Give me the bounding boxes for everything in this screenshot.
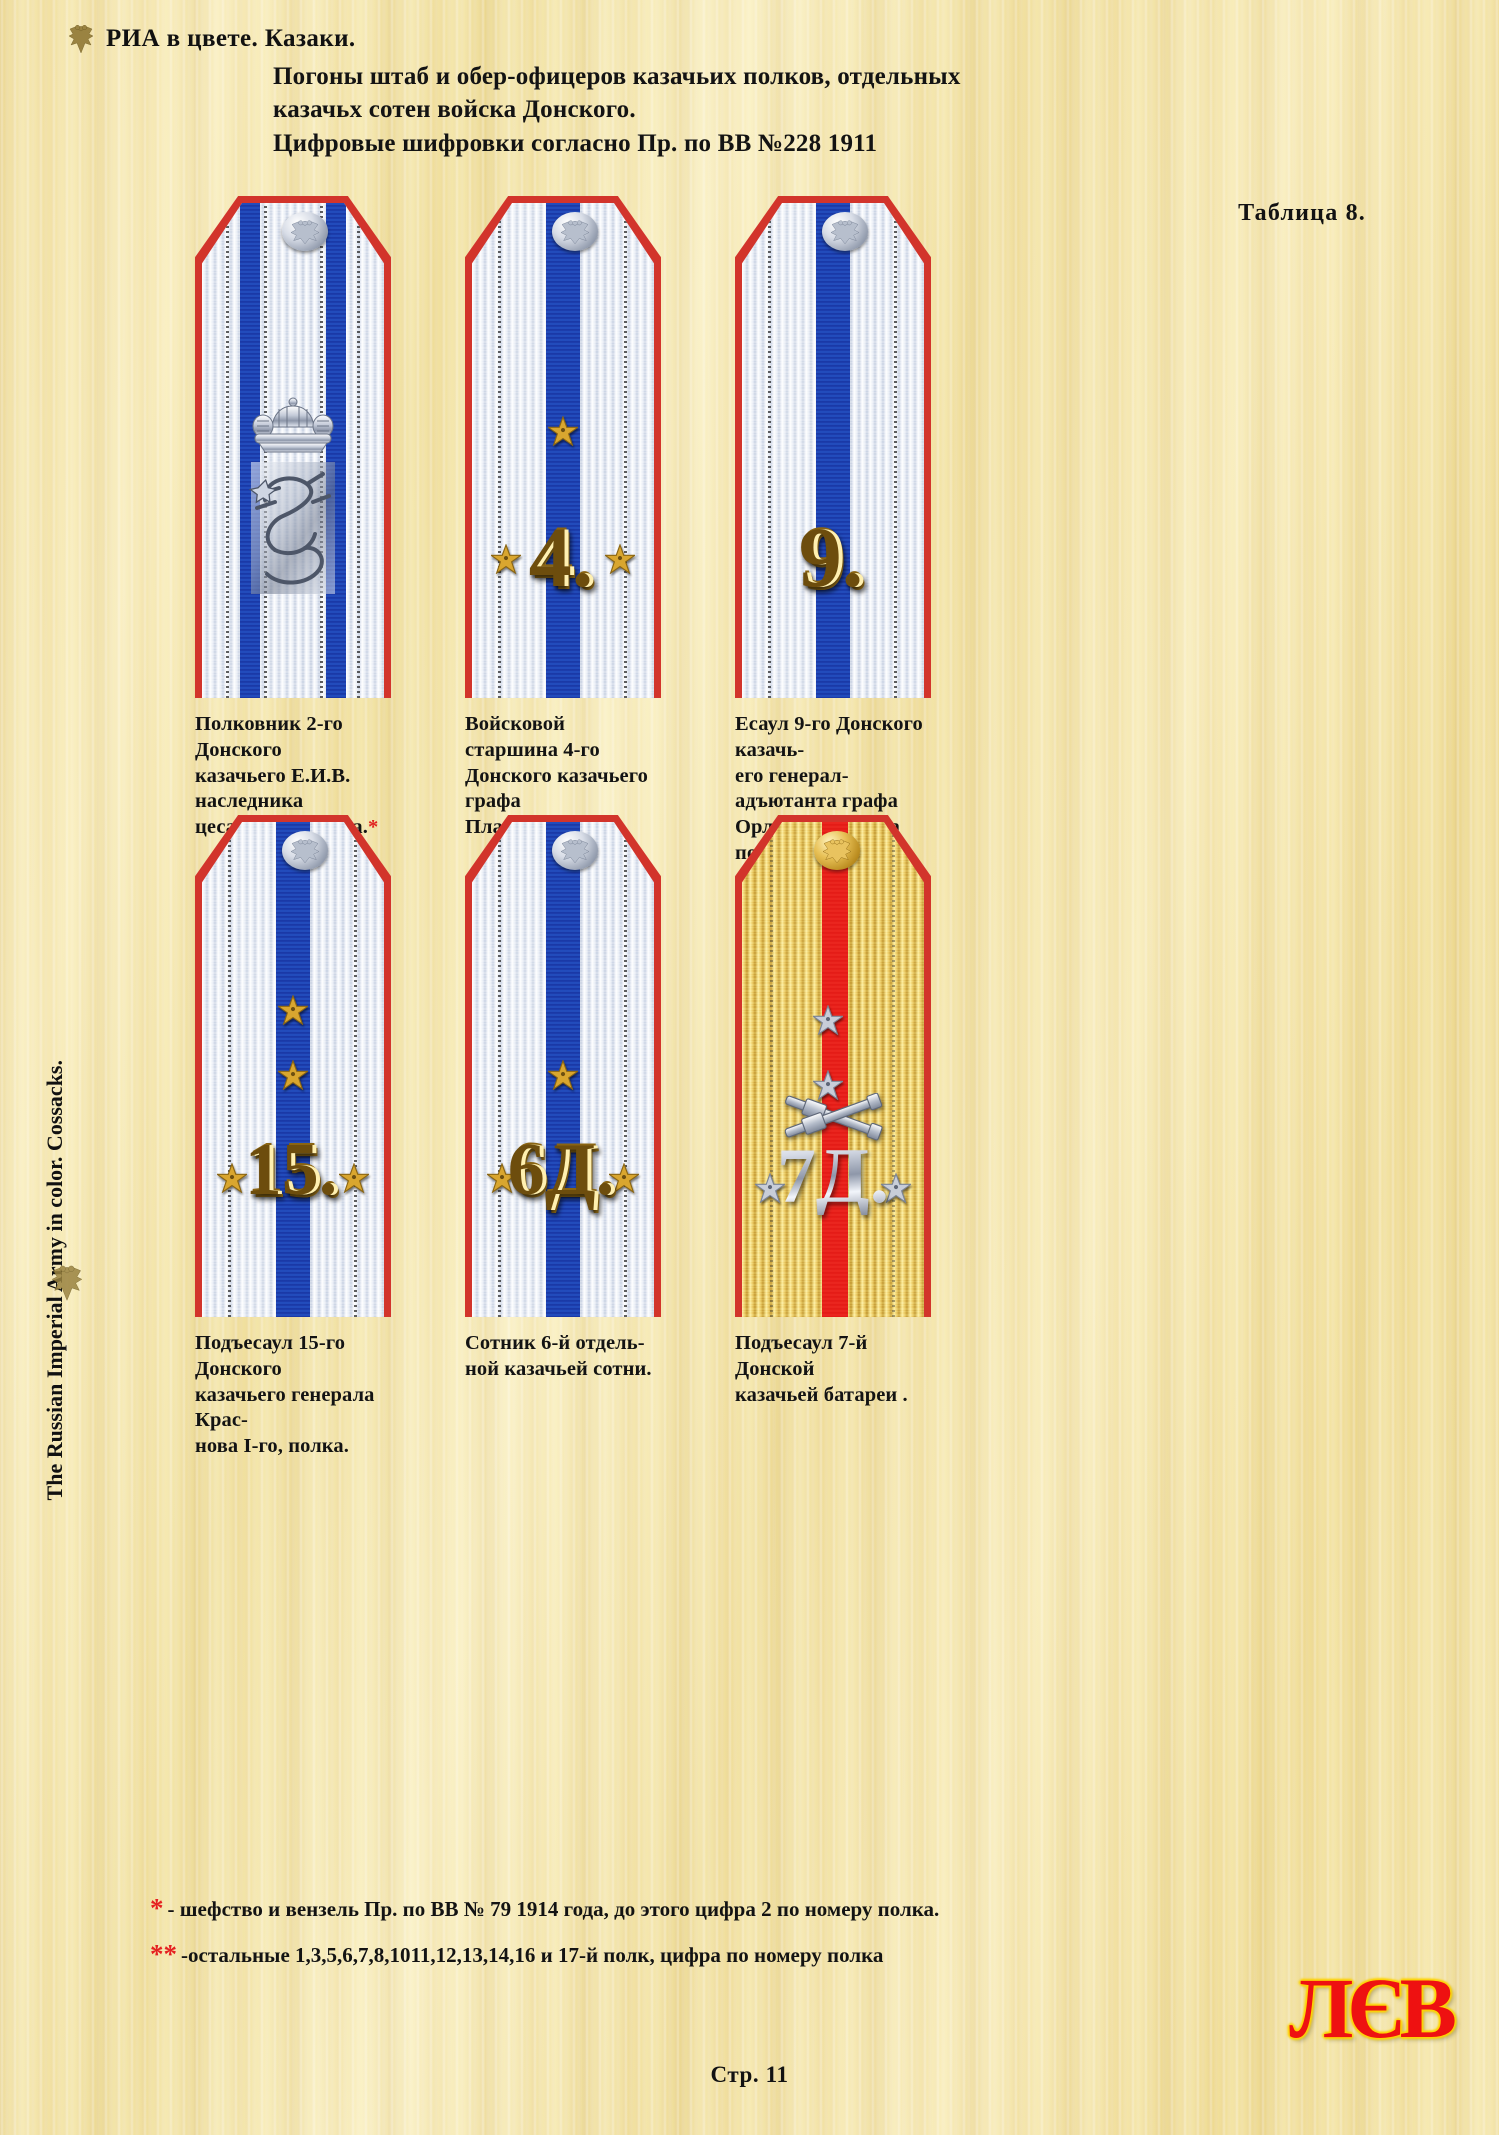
double-headed-eagle-icon [66, 22, 96, 56]
page-title: Погоны штаб и обер-офицеров казачьих пол… [273, 60, 1273, 160]
footnote-mark: * [150, 1893, 164, 1923]
board-caption-6: Подъесаул 7-й Донской казачьей батареи . [735, 1331, 931, 1408]
board-cell-6: 7Д. Подъесаул 7-й Донской казачьей батар… [735, 815, 931, 1460]
footnote-text: - шефство и вензель Пр. по ВВ № 79 1914 … [167, 1897, 940, 1921]
page-number: Стр. 11 [710, 2062, 789, 2087]
caption-line: Подъесаул 7-й Донской [735, 1332, 868, 1380]
caption-line: казачьей батареи . [735, 1383, 908, 1406]
rank-star-icon [753, 1172, 787, 1204]
eagle-button-icon-6 [814, 831, 860, 870]
shoulder-board-3[interactable]: 9. [735, 196, 931, 698]
caption-line: Подъесаул 15-го Донского [195, 1332, 346, 1380]
board-cell-1: Полковник 2-го Донского казачьего Е.И.В.… [195, 196, 391, 867]
caption-line: его генерал-адъютанта графа [735, 764, 898, 813]
caption-line: Войсковой старшина 4-го [465, 713, 600, 761]
caption-line: казачьего генерала Крас- [195, 1383, 375, 1432]
boards-row-2: 15. Подъесаул 15-го Донского казачьего г… [195, 815, 931, 1460]
caption-line: Полковник 2-го Донского [195, 713, 343, 761]
rank-star-icon [879, 1172, 913, 1204]
eagle-button-icon-3 [822, 212, 868, 251]
rank-star-icon [603, 543, 637, 575]
footnote-text: -остальные 1,3,5,6,7,8,1011,12,13,14,16 … [181, 1943, 884, 1968]
rank-star-icon [276, 1059, 310, 1091]
shoulder-board-5[interactable]: 6Д. [465, 815, 661, 1317]
rank-star-icon [337, 1162, 371, 1194]
eagle-button-icon-5 [552, 831, 598, 870]
button-silver-2[interactable] [551, 212, 598, 251]
button-silver-4[interactable] [281, 831, 328, 870]
footnote-1: * - шефство и вензель Пр. по ВВ № 79 191… [150, 1893, 1350, 1923]
caption-line: Сотник 6-й отдель- [465, 1332, 645, 1354]
button-silver-1[interactable] [281, 212, 328, 251]
footnote-asterisk: * [367, 816, 379, 839]
board-cell-4: 15. Подъесаул 15-го Донского казачьего г… [195, 815, 391, 1460]
brand: РИА в цвете. Казаки. [66, 22, 356, 56]
rank-star-icon [811, 1004, 845, 1036]
table-number: Таблица 8. [1238, 200, 1366, 226]
cipher-number-3: 9. [800, 509, 866, 605]
cipher-number-6: 7Д. [776, 1132, 890, 1219]
caption-line: ной казачьей сотни. [465, 1357, 652, 1380]
side-eagle-icon [47, 1262, 87, 1304]
crossed-cannons-icon [774, 1092, 892, 1141]
footnotes: * - шефство и вензель Пр. по ВВ № 79 191… [150, 1893, 1350, 1991]
brand-title: РИА в цвете. Казаки. [106, 25, 356, 52]
rank-star-icon [607, 1162, 641, 1194]
button-silver-5[interactable] [551, 831, 598, 870]
imperial-crown-icon-1 [249, 396, 337, 461]
shoulder-board-6[interactable]: 7Д. [735, 815, 931, 1317]
board-caption-5: Сотник 6-й отдель- ной казачьей сотни. [465, 1331, 661, 1383]
title-line-3: Цифровые шифровки согласно Пр. по ВВ №22… [273, 129, 878, 157]
rank-star-icon [489, 543, 523, 575]
shoulder-board-2[interactable]: 4. [465, 196, 661, 698]
eagle-button-icon-1 [282, 212, 328, 251]
board-cell-2: 4. Войсковой старшина 4-го Донского каза… [465, 196, 661, 867]
stripe-blue-centre-2 [546, 203, 580, 698]
rank-star-icon [276, 994, 310, 1026]
caption-line: казачьего Е.И.В. наследника [195, 764, 351, 813]
rank-star-icon [546, 415, 580, 447]
cipher-number-2: 4. [530, 509, 596, 605]
shoulder-board-1[interactable] [195, 196, 391, 698]
cipher-number-5: 6Д. [509, 1129, 617, 1211]
rank-star-icon [811, 1069, 845, 1101]
board-cell-3: 9. Есаул 9-го Донского казачь- его генер… [735, 196, 931, 867]
caption-line: Есаул 9-го Донского казачь- [735, 713, 923, 761]
footnote-mark: ** [150, 1939, 177, 1970]
rank-star-icon [215, 1162, 249, 1194]
stripe-blue-centre-3 [816, 203, 850, 698]
board-cell-5: 6Д. Сотник 6-й отдель- ной казачьей сотн… [465, 815, 661, 1460]
footnote-2: ** -остальные 1,3,5,6,7,8,1011,12,13,14,… [150, 1939, 1350, 1970]
title-line-1: Погоны штаб и обер-офицеров казачьих пол… [273, 63, 961, 90]
button-silver-3[interactable] [821, 212, 868, 251]
stripe-red-centre-6 [822, 822, 848, 1317]
author-logo: ЛЄВ [1289, 1960, 1457, 2056]
shoulder-board-4[interactable]: 15. [195, 815, 391, 1317]
rank-star-icon [485, 1162, 519, 1194]
title-line-2: казачьх сотен войска Донского. [273, 96, 636, 124]
eagle-button-icon-4 [282, 831, 328, 870]
eagle-button-icon-2 [552, 212, 598, 251]
caption-line: нова I-го, полка. [195, 1435, 349, 1458]
boards-row-1: Полковник 2-го Донского казачьего Е.И.В.… [195, 196, 931, 867]
button-gold-6[interactable] [813, 831, 860, 870]
board-caption-4: Подъесаул 15-го Донского казачьего генер… [195, 1331, 391, 1460]
caption-line: Донского казачьего графа [465, 764, 648, 813]
cipher-number-4: 15. [246, 1129, 340, 1211]
monogram-cipher-icon-1 [245, 458, 341, 603]
rank-star-icon [546, 1059, 580, 1091]
